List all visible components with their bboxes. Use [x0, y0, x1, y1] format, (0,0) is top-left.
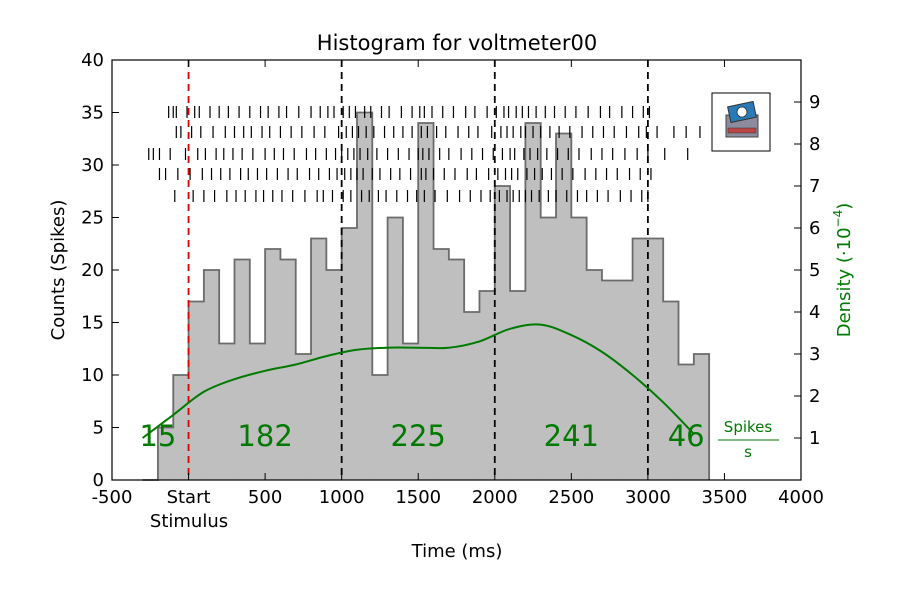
histogram-bars: [142, 111, 711, 481]
y-axis-right-label-factor: ·10: [834, 227, 855, 256]
x-tick-label: -500: [92, 487, 133, 508]
segment-rate-label: 241: [544, 419, 599, 453]
histogram-bar: [295, 353, 312, 481]
y-right-tick-label: 1: [809, 428, 820, 449]
y-tick-label: 0: [93, 470, 104, 491]
stimulus-label: Stimulus: [150, 511, 228, 532]
y-right-tick-label: 7: [809, 176, 820, 197]
rate-unit-denominator: s: [744, 443, 752, 461]
histogram-bar: [509, 290, 526, 481]
segment-rate-labels: 15 182 225 241 46: [139, 419, 704, 453]
chart-title: Histogram for voltmeter00: [317, 31, 597, 55]
y-tick-label: 40: [81, 50, 104, 71]
rate-unit: Spikes s: [718, 418, 779, 461]
histogram-bar: [249, 343, 266, 481]
y-tick-label: 5: [93, 418, 104, 439]
histogram-bar: [218, 343, 235, 481]
y-axis-right-label: Density (·10−4): [831, 203, 855, 338]
histogram-bar: [647, 238, 664, 481]
histogram-bar: [617, 280, 633, 481]
histogram-bar: [203, 269, 220, 481]
x-tick-label: 3000: [625, 487, 671, 508]
raster-trial: [168, 106, 651, 118]
histogram-bar: [463, 311, 480, 481]
histogram-bar: [448, 259, 465, 481]
x-tick-label: 1500: [395, 487, 441, 508]
event-lines: [187, 60, 649, 480]
y-right-tick-label: 2: [809, 386, 820, 407]
density-curve: [142, 323, 695, 439]
x-tick-label: 4000: [778, 487, 824, 508]
histogram-bar: [188, 301, 205, 481]
histogram-bar: [525, 122, 541, 481]
histogram-bar: [356, 112, 373, 481]
histogram-bar: [479, 290, 496, 481]
y-axis-right-label-prefix: Density (: [834, 256, 855, 337]
histogram-bar: [372, 374, 388, 481]
segment-rate-label: 46: [668, 419, 705, 453]
histogram-bar: [601, 280, 618, 481]
y-right-tick-label: 4: [809, 302, 820, 323]
histogram-bar: [662, 301, 679, 481]
x-tick-label: 500: [248, 487, 282, 508]
y-tick-label: 25: [81, 208, 104, 229]
y-axis-label: Counts (Spikes): [48, 200, 69, 341]
histogram-bar: [693, 353, 710, 481]
y-right-tick-label: 6: [809, 218, 820, 239]
x-axis-label: Time (ms): [411, 541, 503, 562]
x-tick-label: 2000: [472, 487, 518, 508]
y-tick-label: 30: [81, 155, 104, 176]
y-axis-right-label-suffix: ): [834, 203, 855, 210]
x-tick-label: 1000: [319, 487, 365, 508]
histogram-bar: [402, 343, 419, 481]
y-right-tick-label: 8: [809, 134, 820, 155]
y-tick-label: 15: [81, 313, 104, 334]
rate-unit-numerator: Spikes: [724, 418, 773, 436]
y-right-tick-label: 9: [809, 92, 820, 113]
spike-raster: [148, 106, 701, 202]
segment-rate-label: 182: [237, 419, 292, 453]
x-tick-label: Start: [167, 487, 211, 508]
histogram-bar: [632, 238, 649, 481]
y-tick-label: 10: [81, 365, 104, 386]
voltmeter-thumbnail-icon: [711, 92, 771, 152]
ticks: -500 Start 500 1000 1500 2000 2500 3000 3500 4000…: [81, 50, 824, 508]
x-tick-label: 2500: [548, 487, 594, 508]
segment-rate-label: 15: [139, 419, 176, 453]
density-line: [142, 323, 695, 439]
histogram-bar: [326, 269, 342, 481]
raster-trial: [174, 190, 649, 202]
raster-trial: [175, 126, 701, 138]
y-tick-label: 20: [81, 260, 104, 281]
x-tick-label: 3500: [702, 487, 748, 508]
y-right-tick-label: 3: [809, 344, 820, 365]
y-tick-label: 35: [81, 103, 104, 124]
segment-rate-label: 225: [391, 419, 446, 453]
raster-trial: [148, 148, 689, 160]
histogram-outline: [142, 111, 711, 481]
y-axis-right-label-exp: −4: [831, 210, 845, 228]
y-right-tick-label: 5: [809, 260, 820, 281]
raster-trial: [158, 168, 652, 180]
histogram-bar: [341, 227, 358, 481]
